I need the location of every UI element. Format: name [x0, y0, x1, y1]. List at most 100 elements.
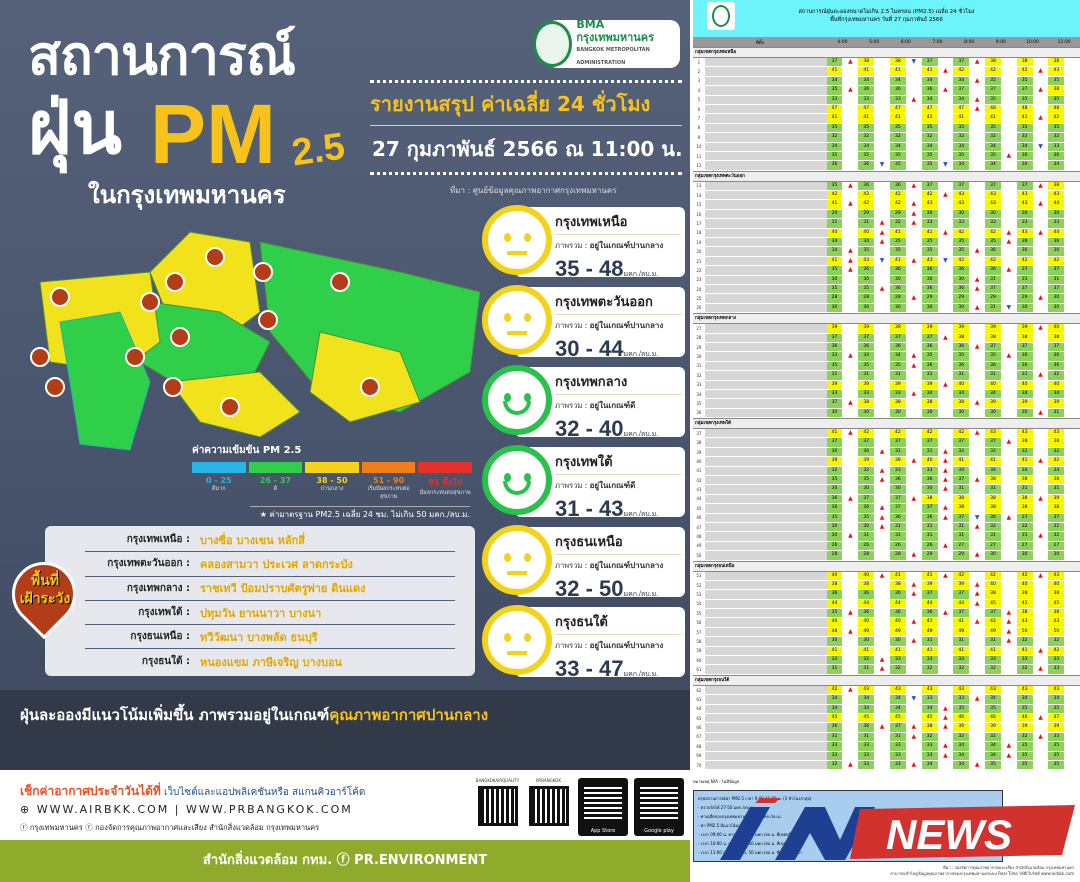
row-number: 68 [696, 743, 702, 749]
pm25-cell: 32 [826, 466, 843, 476]
table-header: สถานการณ์ฝุ่นละอองขนาดไม่เกิน 2.5 ไมครอน… [693, 0, 1080, 37]
trend-arrow-icon: ▲ [943, 67, 948, 75]
region-range: 32 - 50มคก./ลบ.ม. [555, 576, 681, 602]
pm25-cell: 35 [858, 513, 875, 522]
trend-arrow-icon: ▲ [943, 571, 948, 579]
trend-arrow-icon: ▲ [974, 429, 980, 437]
trend-arrow-icon: ▲ [943, 380, 948, 388]
pm25-cell: 33 [953, 656, 970, 665]
trend-arrow-icon: ▲ [879, 447, 885, 455]
trend-arrow-icon: ▲ [848, 627, 853, 635]
trend-arrow-icon: ▲ [911, 580, 917, 588]
pm25-cell: 44 [921, 599, 938, 609]
pm25-cell: 34 [953, 76, 970, 86]
watch-zone-row: กรุงเทพกลาง : ราชเทวี ป้อมปราบศัตรูพ่าย ด… [85, 577, 455, 601]
pm25-cell: 33 [921, 695, 938, 704]
bma-seal-icon [707, 2, 735, 30]
row-number: 17 [696, 220, 702, 226]
pm25-cell: 32 [858, 656, 875, 665]
pm25-cell: 32 [1048, 637, 1065, 646]
pm25-cell: 50 [1048, 627, 1065, 637]
row-number: 61 [696, 667, 702, 673]
pm25-cell: 35 [1016, 123, 1033, 133]
qr-code-icon[interactable] [478, 786, 518, 826]
pm25-cell: 32 [985, 522, 1001, 532]
pm25-cell: 33 [858, 742, 875, 751]
region-overall: ภาพรวม : อยู่ในเกณฑ์ดี [555, 399, 681, 412]
station-name [704, 522, 827, 532]
pm25-cell: 35 [889, 151, 906, 161]
pm25-cell: 32 [889, 133, 906, 142]
pm25-cell: 40 [985, 380, 1001, 389]
station-name [704, 303, 827, 313]
pm25-cell: 43 [858, 685, 875, 695]
pm25-cell: 36 [889, 476, 906, 485]
pm25-cell: 40 [1048, 580, 1065, 590]
pm25-cell: 43 [953, 200, 970, 209]
pm25-cell: 30 [826, 485, 843, 494]
pm25-cell: 33 [1048, 665, 1065, 674]
pm25-cell: 36 [889, 342, 906, 352]
google-play-qr[interactable]: Google play [634, 778, 684, 836]
qr-code-icon[interactable] [529, 786, 569, 826]
legend-label: ปานกลาง [320, 486, 344, 492]
pm25-cell: 31 [985, 371, 1001, 380]
pm25-cell: 39 [921, 580, 938, 590]
pm25-cell: 36 [858, 504, 875, 513]
pm25-cell: 39 [953, 580, 970, 590]
pm25-cell: 34 [889, 704, 906, 713]
pm25-cell: 32 [985, 447, 1001, 457]
pm25-cell: 33 [889, 389, 906, 399]
legend-range: 91 ขึ้นไป [428, 478, 463, 487]
facebook-links[interactable]: ⓕ กรุงเทพมหานคร ⓕ กองจัดการคุณภาพอากาศแล… [20, 823, 320, 832]
pm25-cell: 43 [921, 256, 938, 266]
trend-arrow-icon: ▲ [1006, 627, 1012, 635]
pm25-cell: 41 [921, 618, 938, 627]
row-number: 5 [697, 97, 701, 103]
trend-arrow-icon: ▲ [848, 256, 853, 264]
trend-arrow-icon: ▲ [848, 58, 853, 65]
app-store-qr[interactable]: App Store [578, 778, 628, 836]
pm25-cell: 31 [1016, 371, 1033, 380]
station-name [704, 324, 827, 333]
pm25-cell: 45 [985, 599, 1001, 609]
pm25-cell: 39 [858, 324, 875, 333]
table-row: 51 40 40 ▲ 41 41 ▲ 42 42 42 ▲ 43 [693, 571, 1080, 581]
station-name [704, 275, 827, 284]
pm25-cell: 35 [985, 76, 1001, 86]
website-links[interactable]: ⊕ WWW.AIRBKK.COM | WWW.PRBANGKOK.COM [20, 803, 353, 816]
pm25-cell: 37 [953, 438, 970, 447]
pm25-cell: 39 [1016, 723, 1033, 732]
overall-value: อยู่ในเกณฑ์ปานกลาง [589, 561, 664, 570]
station-name [704, 284, 827, 294]
pm25-hourly-table: สถานการณ์ฝุ่นละอองขนาดไม่เกิน 2.5 ไมครอน… [693, 0, 1080, 776]
pm25-cell: 30 [889, 275, 906, 284]
legend-title: ค่าความเข้มข้น PM 2.5 [192, 445, 302, 456]
pm25-cell: 31 [1016, 275, 1033, 284]
pm25-cell: 30 [889, 485, 906, 494]
pm25-cell: 37 [985, 86, 1001, 95]
summary-line: - ค่าเฉลี่ยของกรุงเทพมหานคร 36.8 มคก./ลบ… [698, 814, 782, 819]
pm25-cell: 40 [858, 228, 875, 238]
pm25-cell: 31 [858, 532, 875, 541]
station-name [704, 665, 827, 674]
pm25-cell: 32 [826, 656, 843, 665]
pm25-cell: 30 [953, 408, 970, 418]
row-number: 36 [696, 410, 702, 416]
pm25-cell: 37 [921, 333, 938, 342]
pm25-cell: 41 [826, 200, 843, 209]
pm25-cell: 37 [921, 181, 938, 191]
pm25-cell: 34 [1016, 389, 1033, 399]
station-name [704, 429, 827, 438]
table-row: 54 44 44 44 44 44 ▲ 45 45 45 [693, 599, 1080, 610]
zone-districts: หนองแขม ภาษีเจริญ บางบอน [200, 655, 343, 669]
row-number: 50 [696, 552, 702, 558]
station-name [704, 551, 827, 560]
table-row: 68 33 33 33 33 ▲ 34 34 ▲ 35 35 [693, 742, 1080, 752]
pm25-cell: 27 [985, 541, 1001, 551]
row-number: 9 [697, 134, 701, 140]
pm25-cell: 42 [953, 571, 970, 580]
time-header: 5:00 [869, 39, 880, 45]
pm25-cell: 41 [889, 228, 906, 238]
table-row: 9 32 32 32 32 32 32 32 32 [693, 133, 1080, 143]
